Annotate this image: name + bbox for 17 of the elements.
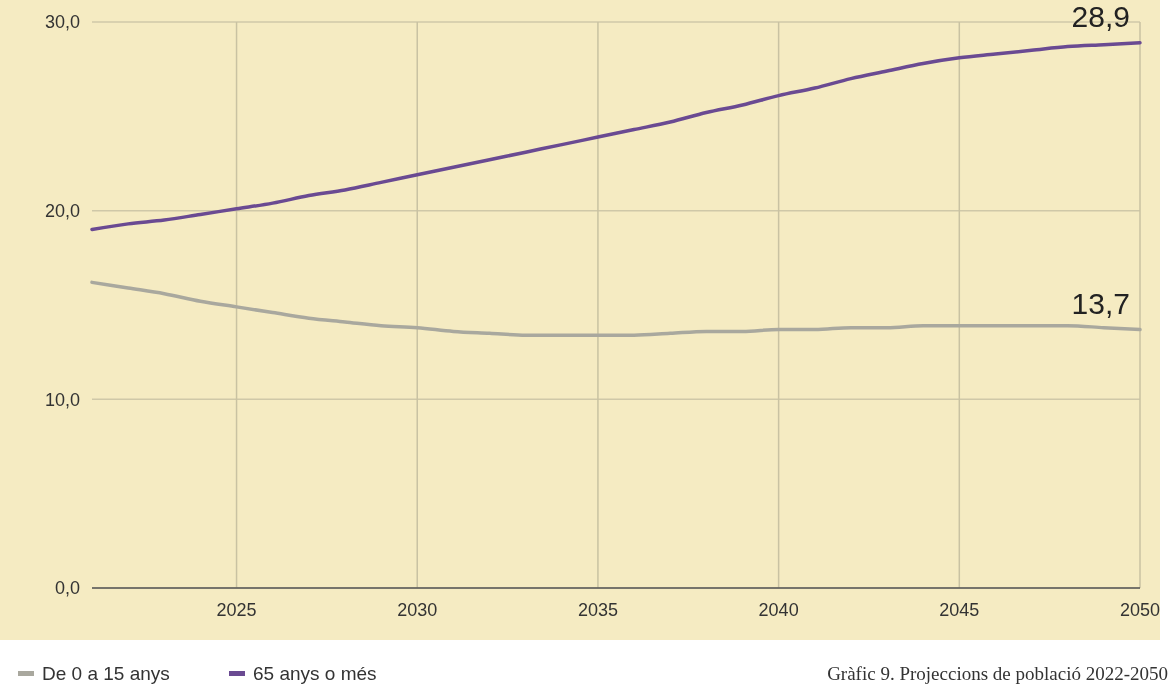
line-series xyxy=(90,280,1142,337)
annotation: 28,9 xyxy=(1071,0,1130,33)
y-tick-label: 10,0 xyxy=(44,389,80,410)
text: Gràfic 9. Projeccions de població 2022-2050 xyxy=(827,663,1168,684)
annotation: 13,7 xyxy=(1071,286,1130,320)
legend-label: De 0 a 15 anys xyxy=(42,663,170,684)
x-tick-label: 2050 xyxy=(1119,600,1161,620)
x-tick-label: 2035 xyxy=(577,600,618,620)
x-tick-label: 2045 xyxy=(939,600,980,620)
y-tick-label: 0,0 xyxy=(54,578,80,599)
line-series xyxy=(90,41,1142,232)
x-tick-label: 2025 xyxy=(216,600,257,620)
x-tick-label: 2040 xyxy=(758,600,799,620)
y-tick-label: 30,0 xyxy=(44,12,80,33)
y-tick-label: 20,0 xyxy=(44,200,80,221)
x-tick-label: 2030 xyxy=(397,600,438,620)
legend-label: 65 anys o més xyxy=(253,663,377,684)
